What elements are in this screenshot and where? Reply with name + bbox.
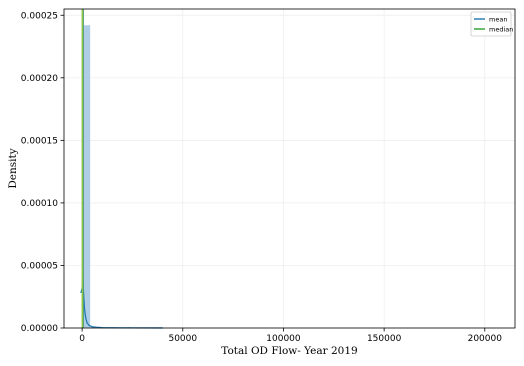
legend-box: [470, 11, 512, 37]
y-axis-label: Density: [7, 148, 19, 188]
legend-label-median: median: [489, 25, 513, 33]
legend-label-mean: mean: [489, 15, 507, 23]
x-tick-label-1: 50000: [168, 334, 197, 344]
y-tick-label-4: 0.00020: [21, 74, 58, 84]
grid-lines: [64, 9, 515, 329]
kde-curve-group: [80, 280, 163, 329]
y-tick-label-5: 0.00025: [21, 11, 58, 21]
histogram-bar-0: [82, 25, 91, 328]
y-tick-label-0: 0.00000: [21, 324, 58, 334]
plot-frame: [63, 8, 516, 329]
kde-curve: [80, 280, 163, 329]
y-axis-ticks: 0.00000 0.00005 0.00010 0.00015 0.00020 0.000…: [21, 11, 64, 334]
x-tick-label-3: 150000: [367, 334, 402, 344]
y-tick-label-3: 0.00015: [21, 136, 58, 146]
x-tick-label-4: 200000: [468, 334, 503, 344]
legend: mean median: [470, 11, 513, 37]
x-tick-label-0: 0: [79, 334, 85, 344]
reference-lines: [81, 9, 84, 328]
x-axis-ticks: 0 50000 100000 150000 200000: [79, 328, 502, 344]
x-axis-label: Total OD Flow- Year 2019: [221, 345, 357, 357]
histogram-bars: [82, 25, 99, 328]
y-tick-label-1: 0.00005: [21, 261, 58, 271]
y-tick-label-2: 0.00010: [21, 199, 58, 209]
x-tick-label-2: 100000: [266, 334, 301, 344]
